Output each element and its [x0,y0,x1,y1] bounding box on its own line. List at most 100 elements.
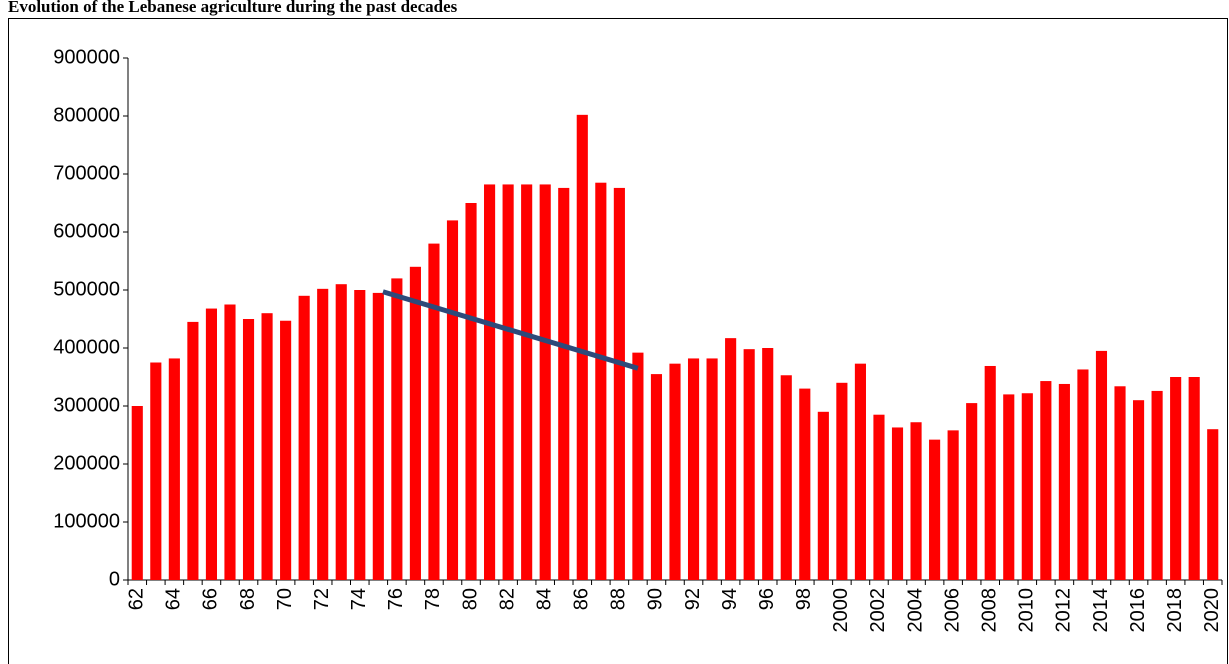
y-tick-label: 500000 [53,278,120,300]
x-tick-label: 94 [719,588,741,610]
bar [224,304,236,580]
bar [1058,383,1070,580]
bar [242,319,255,580]
bar [669,363,681,580]
bar [521,184,533,580]
x-tick-label: 66 [200,588,222,610]
x-tick-label: 74 [348,588,370,610]
x-tick-label: 90 [645,588,667,610]
bar [484,184,496,580]
bar [205,308,218,580]
bar [298,295,310,580]
trend-line [382,289,639,371]
y-tick-label: 900000 [53,46,120,68]
bar [335,284,347,580]
x-tick-label: 2004 [904,588,926,633]
x-tick-label: 2012 [1053,588,1075,633]
x-tick-label: 96 [756,588,778,610]
x-tick-label: 2018 [1164,588,1186,633]
bar [854,363,866,580]
bar [1095,350,1108,580]
bar [317,288,329,580]
bar [947,430,959,580]
bar [613,187,625,581]
bar [632,352,644,580]
bar [131,406,143,580]
x-tick-label: 88 [608,588,630,610]
x-tick-label: 64 [163,588,185,610]
bar [446,220,459,580]
y-tick-label: 0 [109,568,120,590]
bar [1040,381,1052,580]
x-tick-label: 76 [385,588,407,610]
bar [743,349,755,580]
bar [1170,377,1182,580]
y-tick-label: 800000 [53,104,120,126]
x-tick-label: 2002 [867,588,889,633]
x-tick-label: 2000 [830,588,852,633]
bar [910,422,922,580]
bar [391,278,403,580]
bar [150,362,162,580]
x-tick-label: 70 [274,588,296,610]
bar [984,365,996,580]
x-tick-label: 68 [237,588,259,610]
bar [1188,377,1200,580]
x-tick-label: 72 [311,588,333,610]
bar [1151,390,1163,580]
y-tick-label: 700000 [53,162,120,184]
bar [465,203,477,580]
bar [539,184,551,580]
x-tick-label: 80 [459,588,481,610]
bar [261,313,273,580]
x-tick-label: 2016 [1127,588,1149,633]
bar [558,187,570,581]
chart-frame [8,18,1228,664]
bar [836,382,848,580]
bar [1021,393,1033,580]
x-tick-label: 92 [682,588,704,610]
bar [1003,394,1015,580]
bar [576,114,588,580]
bar [1132,400,1145,580]
x-tick-label: 2008 [979,588,1001,633]
bar [372,292,384,580]
x-tick-label: 62 [126,588,148,610]
bar [873,414,885,580]
bar [1114,386,1126,580]
x-tick-label: 2020 [1201,588,1223,633]
bar [1207,429,1219,580]
bar [595,182,607,580]
bar [725,338,737,580]
y-tick-label: 300000 [53,394,120,416]
bar [799,388,811,580]
x-tick-label: 82 [496,588,518,610]
bar [687,358,700,580]
x-tick-label: 2006 [941,588,963,633]
x-tick-label: 84 [533,588,555,610]
bar [354,290,366,580]
bar [428,243,440,580]
x-tick-label: 2014 [1090,588,1112,633]
bar [891,427,904,580]
x-tick-label: 98 [793,588,815,610]
x-tick-label: 86 [571,588,593,610]
bar [187,321,199,580]
bar [502,184,514,580]
y-tick-label: 100000 [53,510,120,532]
bar [929,439,941,580]
bar [168,358,180,580]
bar [780,375,792,580]
bar [650,374,663,580]
chart-title: Evolution of the Lebanese agriculture du… [8,0,458,16]
x-tick-label: 78 [422,588,444,610]
bar [280,320,292,580]
bar [706,358,718,580]
y-tick-label: 200000 [53,452,120,474]
bar [1077,369,1089,580]
y-tick-label: 600000 [53,220,120,242]
bar [409,266,421,580]
bar [762,348,774,580]
x-tick-label: 2010 [1016,588,1038,633]
